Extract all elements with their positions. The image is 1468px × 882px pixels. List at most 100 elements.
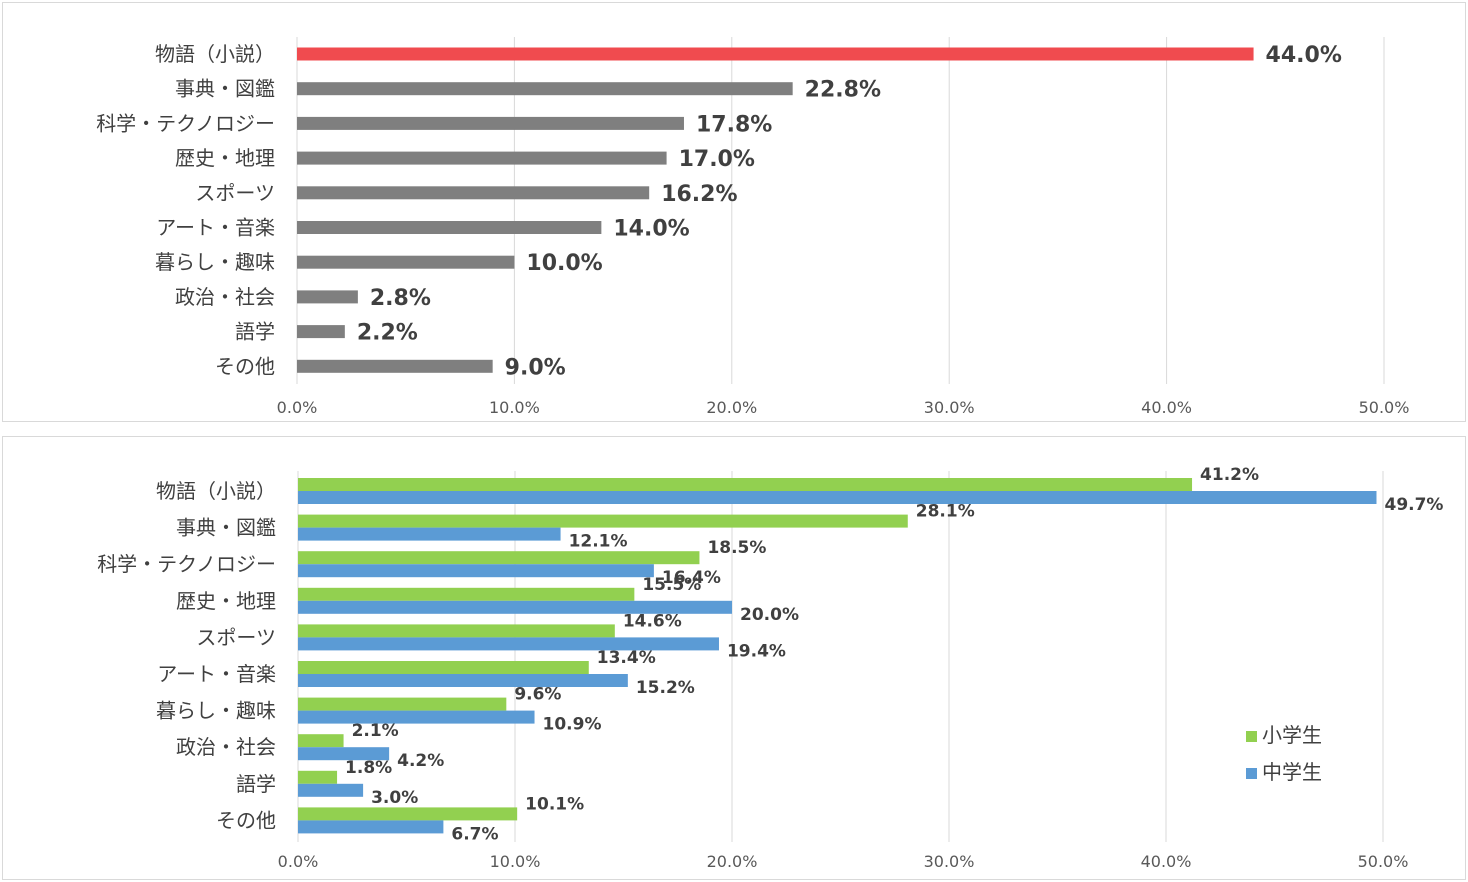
data-label: 15.5%	[642, 575, 701, 595]
category-label: 政治・社会	[175, 285, 275, 309]
data-label: 15.2%	[636, 678, 695, 698]
data-label: 2.2%	[357, 321, 418, 346]
data-label: 10.0%	[526, 251, 602, 276]
x-tick-label: 20.0%	[706, 398, 757, 417]
category-label: 事典・図鑑	[176, 516, 276, 540]
category-label: 暮らし・趣味	[155, 250, 275, 274]
bar-elementary	[298, 514, 908, 528]
legend-label: 中学生	[1262, 760, 1322, 784]
data-label: 18.5%	[707, 538, 766, 558]
category-label: スポーツ	[195, 181, 275, 205]
legend-label: 小学生	[1262, 723, 1322, 747]
data-label: 4.2%	[397, 751, 444, 771]
data-label: 2.8%	[370, 286, 431, 311]
bar-elementary	[298, 624, 615, 638]
category-label: 語学	[235, 320, 275, 344]
data-label: 12.1%	[569, 532, 628, 552]
category-label: アート・音楽	[157, 662, 276, 686]
bar	[297, 47, 1254, 61]
data-label: 2.1%	[352, 721, 399, 741]
category-label: 歴史・地理	[175, 146, 275, 170]
category-label: アート・音楽	[156, 216, 275, 240]
data-label: 49.7%	[1384, 495, 1443, 515]
data-label: 16.2%	[661, 182, 737, 207]
x-tick-label: 40.0%	[1141, 398, 1192, 417]
data-label: 16.4%	[662, 568, 721, 588]
bar	[297, 255, 515, 269]
bar-elementary	[298, 770, 338, 784]
bar-elementary	[298, 587, 635, 601]
bar	[297, 359, 493, 373]
data-label: 20.0%	[740, 605, 799, 625]
bar	[297, 186, 650, 200]
data-label: 28.1%	[916, 502, 975, 522]
category-label: その他	[215, 354, 275, 378]
x-tick-label: 40.0%	[1141, 852, 1192, 871]
bar-junior-high	[298, 710, 535, 724]
data-label: 1.8%	[345, 758, 392, 778]
category-label: 物語（小説）	[155, 42, 275, 66]
bar	[297, 116, 684, 130]
data-label: 9.0%	[505, 355, 566, 380]
data-label: 17.8%	[696, 112, 772, 137]
bar-junior-high	[298, 637, 719, 651]
category-label: 暮らし・趣味	[156, 699, 276, 723]
bar-elementary	[298, 661, 589, 674]
category-label: その他	[216, 808, 276, 832]
data-label: 17.0%	[679, 147, 755, 172]
category-label: 語学	[236, 772, 276, 796]
bar-elementary	[298, 697, 507, 711]
x-tick-label: 0.0%	[278, 852, 319, 871]
bar-elementary	[298, 734, 344, 748]
bar	[297, 151, 667, 165]
bar-elementary	[298, 551, 700, 565]
bar-junior-high	[298, 564, 654, 578]
bar-junior-high	[298, 747, 390, 761]
bar-junior-high	[298, 783, 364, 797]
category-label: 物語（小説）	[156, 479, 276, 503]
bar	[297, 325, 345, 339]
bar-junior-high	[298, 491, 1377, 504]
legend-swatch-junior-high	[1246, 768, 1257, 779]
x-tick-label: 50.0%	[1359, 398, 1410, 417]
chart-panel-by-school: 0.0% 10.0% 20.0% 30.0% 40.0% 50.0% 物語（小説） 41.2%…	[2, 436, 1466, 880]
x-tick-label: 30.0%	[924, 398, 975, 417]
x-tick-label: 50.0%	[1358, 852, 1409, 871]
x-tick-label: 10.0%	[489, 398, 540, 417]
x-tick-label: 0.0%	[277, 398, 318, 417]
overall-bar-chart: 0.0% 10.0% 20.0% 30.0% 40.0% 50.0% 物語（小説） 44.0%…	[96, 37, 1410, 417]
category-label: 歴史・地理	[176, 589, 276, 613]
data-label: 44.0%	[1266, 43, 1342, 68]
data-label: 9.6%	[514, 685, 561, 705]
bar-junior-high	[298, 674, 628, 687]
grouped-bar-chart: 0.0% 10.0% 20.0% 30.0% 40.0% 50.0% 物語（小説） 41.2%…	[97, 465, 1443, 871]
category-label: 科学・テクノロジー	[97, 552, 276, 576]
data-label: 3.0%	[371, 788, 418, 808]
bar-junior-high	[298, 527, 561, 541]
x-tick-label: 10.0%	[490, 852, 541, 871]
category-label: スポーツ	[196, 625, 276, 649]
bar	[297, 290, 358, 304]
data-label: 19.4%	[727, 641, 786, 661]
data-label: 6.7%	[451, 824, 498, 844]
data-label: 13.4%	[597, 648, 656, 668]
data-label: 10.1%	[525, 794, 584, 814]
bar	[297, 221, 602, 234]
category-label: 科学・テクノロジー	[96, 111, 275, 135]
bar	[297, 82, 793, 96]
bar-elementary	[298, 807, 518, 821]
data-label: 14.0%	[613, 217, 689, 242]
bar-junior-high	[298, 820, 444, 834]
category-label: 政治・社会	[176, 735, 276, 759]
chart-panel-overall: 0.0% 10.0% 20.0% 30.0% 40.0% 50.0% 物語（小説） 44.0%…	[2, 2, 1466, 422]
data-label: 22.8%	[805, 78, 881, 103]
bar-elementary	[298, 478, 1193, 491]
category-label: 事典・図鑑	[175, 77, 275, 101]
x-tick-label: 20.0%	[707, 852, 758, 871]
legend-swatch-elementary	[1246, 731, 1257, 742]
bar-junior-high	[298, 600, 732, 614]
data-label: 41.2%	[1200, 465, 1259, 485]
data-label: 10.9%	[543, 715, 602, 735]
x-tick-label: 30.0%	[924, 852, 975, 871]
data-label: 14.6%	[623, 611, 682, 631]
